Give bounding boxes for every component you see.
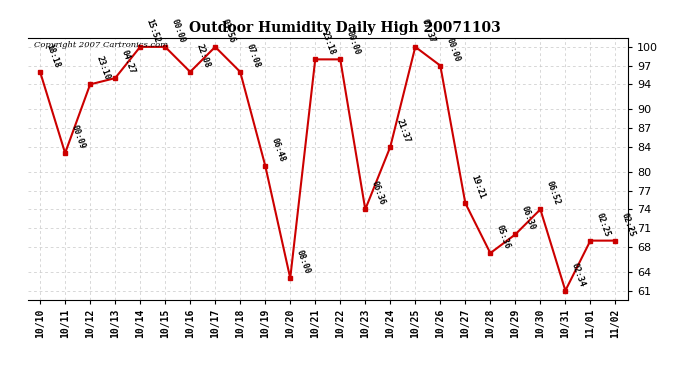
Text: 02:25: 02:25 [595,211,611,238]
Text: 07:37: 07:37 [420,18,437,44]
Text: Copyright 2007 Cartronics.com: Copyright 2007 Cartronics.com [34,42,168,50]
Text: 08:00: 08:00 [295,249,311,275]
Text: 04:27: 04:27 [119,49,137,75]
Text: 21:37: 21:37 [395,117,411,144]
Text: 03:56: 03:56 [219,18,237,44]
Text: Outdoor Humidity Daily High 20071103: Outdoor Humidity Daily High 20071103 [189,21,501,34]
Text: 23:10: 23:10 [95,55,111,82]
Text: 23:18: 23:18 [319,30,337,57]
Text: 06:52: 06:52 [544,180,562,207]
Text: 15:52: 15:52 [144,18,161,44]
Text: 00:00: 00:00 [344,30,362,57]
Text: 00:00: 00:00 [169,18,186,44]
Text: 19:21: 19:21 [469,174,486,200]
Text: 02:34: 02:34 [569,261,586,288]
Text: 07:08: 07:08 [244,42,262,69]
Text: 18:18: 18:18 [44,42,61,69]
Text: 06:36: 06:36 [369,180,386,207]
Text: 02:25: 02:25 [620,211,637,238]
Text: 06:48: 06:48 [269,136,286,163]
Text: 00:09: 00:09 [69,124,86,150]
Text: 22:08: 22:08 [195,42,211,69]
Text: 00:00: 00:00 [444,36,462,63]
Text: 06:30: 06:30 [520,205,537,232]
Text: 05:36: 05:36 [495,224,511,251]
